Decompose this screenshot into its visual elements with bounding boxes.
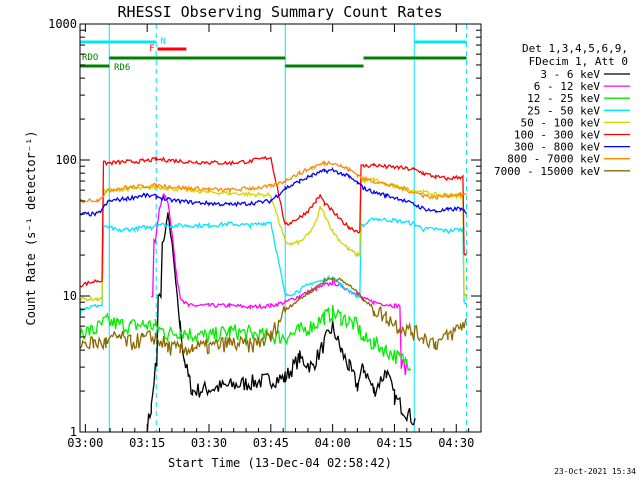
y-axis-label: Count Rate (s⁻¹ detector⁻¹) [24,130,38,325]
chart-title: RHESSI Observing Summary Count Rates [117,3,442,21]
x-tick-label-4: 04:00 [315,436,351,450]
x-tick-label-3: 03:45 [253,436,289,450]
legend-label-0: 3 - 6 keV [540,68,600,81]
series-line-8 [80,276,468,356]
legend-label-7: 800 - 7000 keV [507,153,600,166]
series-line-0 [146,212,416,432]
flag-label-rd6: RD6 [114,63,130,73]
legend-label-2: 12 - 25 keV [527,92,600,105]
plot-frame [79,23,482,433]
legend-header-line-2: FDecim 1, Att 0 [529,55,628,68]
y-tick-label-0: 1 [70,425,77,439]
footer-date: 23-Oct-2021 15:34 [554,467,636,476]
series-line-5 [80,155,468,288]
flag-label-rdo: RDO [82,53,98,63]
flag-label-f: F [149,44,154,54]
y-tick-label-3: 1000 [48,17,77,31]
series-line-6 [80,166,468,217]
y-tick-label-1: 10 [63,289,77,303]
legend-header-line-1: Det 1,3,4,5,6,9, [522,42,628,55]
x-tick-label-0: 03:00 [67,436,103,450]
legend-label-5: 100 - 300 keV [514,129,600,142]
legend-label-1: 6 - 12 keV [534,80,601,93]
series-line-1 [150,193,408,376]
x-tick-label-1: 03:15 [129,436,165,450]
flag-label-n: N [160,37,165,47]
x-tick-label-5: 04:15 [376,436,412,450]
y-tick-label-2: 100 [55,153,77,167]
series-line-2 [80,305,412,372]
x-tick-label-2: 03:30 [191,436,227,450]
legend-label-4: 50 - 100 keV [521,116,601,129]
x-axis-label: Start Time (13-Dec-04 02:58:42) [168,456,392,470]
legend-label-6: 300 - 800 keV [514,141,600,154]
x-tick-label-6: 04:30 [438,436,474,450]
series-line-3 [80,217,467,317]
legend-label-8: 7000 - 15000 keV [494,165,600,178]
series-line-7 [80,160,467,204]
legend-label-3: 25 - 50 keV [527,104,600,117]
